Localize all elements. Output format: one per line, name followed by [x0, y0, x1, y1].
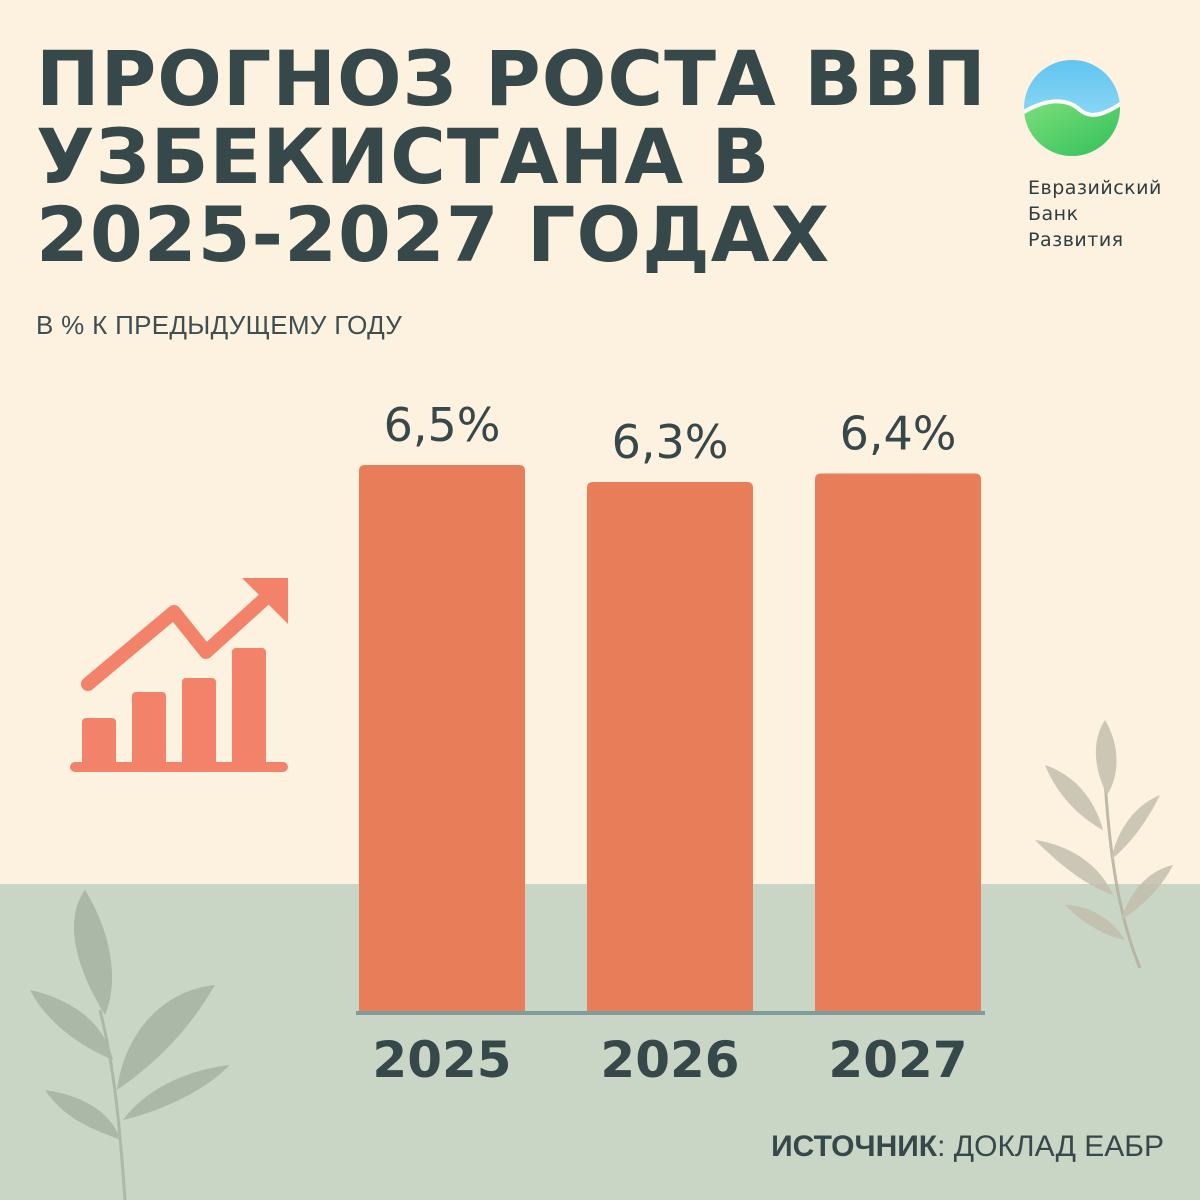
value-label-2026: 6,3% [612, 415, 729, 469]
growth-chart-icon [70, 578, 288, 772]
value-label-2025: 6,5% [384, 398, 501, 452]
value-label-2027: 6,4% [840, 407, 957, 461]
page-title: ПРОГНОЗ РОСТА ВВП УЗБЕКИСТАНА В 2025-202… [36, 34, 987, 279]
logo-line-3: Развития [1028, 229, 1124, 251]
leaf-decoration-right-icon [1035, 720, 1173, 969]
source-note: ИСТОЧНИК: ДОКЛАД ЕАБР [771, 1130, 1164, 1164]
title-line-1: ПРОГНОЗ РОСТА ВВП [36, 34, 987, 123]
title-line-2: УЗБЕКИСТАНА В [36, 112, 771, 201]
bank-logo-text: Евразийский Банк Развития [1028, 175, 1162, 253]
logo-line-1: Евразийский [1028, 177, 1162, 199]
chart-subtitle: В % К ПРЕДЫДУЩЕМУ ГОДУ [36, 310, 403, 340]
logo-line-2: Банк [1028, 203, 1079, 225]
source-text: : ДОКЛАД ЕАБР [937, 1130, 1164, 1163]
bank-logo-icon [1024, 60, 1120, 156]
leaf-decoration-left-icon [30, 890, 230, 1200]
source-label: ИСТОЧНИК [771, 1130, 938, 1163]
title-line-3: 2025-2027 ГОДАХ [36, 190, 831, 279]
